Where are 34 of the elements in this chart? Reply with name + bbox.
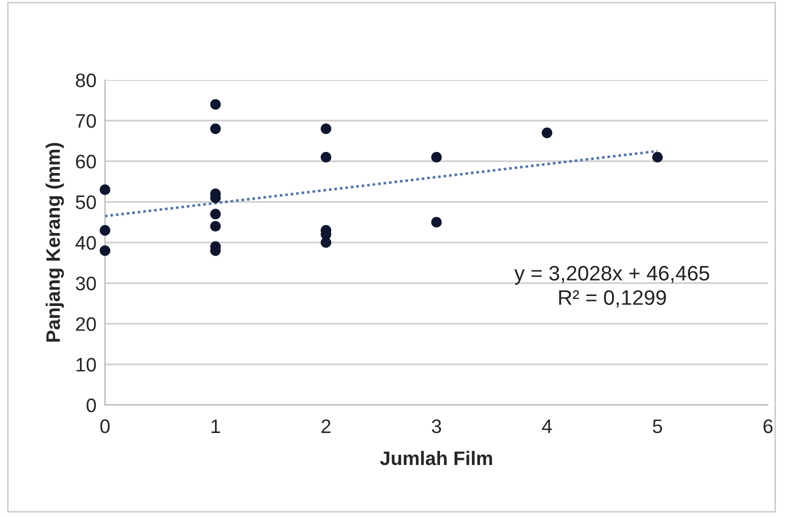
y-tick-label: 70 bbox=[76, 114, 96, 128]
y-tick-label: 0 bbox=[86, 398, 96, 412]
point bbox=[100, 225, 110, 236]
point bbox=[320, 237, 332, 248]
point bbox=[320, 123, 332, 134]
y-tick-label: 30 bbox=[76, 276, 96, 290]
x-tick-label: 1 bbox=[212, 420, 220, 433]
point bbox=[210, 123, 221, 134]
x-tick-label: 2 bbox=[322, 419, 330, 433]
y-tick-label: 60 bbox=[76, 154, 96, 168]
x-tick-label: 6 bbox=[764, 419, 773, 434]
point bbox=[210, 99, 221, 110]
y-tick-label: 80 bbox=[76, 73, 96, 88]
y-tick-label: 20 bbox=[76, 317, 96, 331]
annotation: R² = 0,1299 bbox=[559, 290, 666, 308]
point bbox=[100, 245, 110, 256]
y-axis-title: Panjang Kerang (mm) bbox=[46, 142, 64, 342]
annotation: y = 3,2028x + 46,465 bbox=[514, 266, 710, 285]
x-tick-label: 0 bbox=[100, 419, 110, 434]
point bbox=[431, 216, 442, 228]
y-tick-label: 50 bbox=[76, 195, 96, 210]
point bbox=[210, 220, 221, 232]
point bbox=[100, 184, 110, 195]
x-tick-label: 4 bbox=[542, 420, 552, 433]
point bbox=[542, 128, 552, 138]
x-tick-label: 5 bbox=[652, 420, 662, 434]
x-axis-title: Jumlah Film bbox=[380, 450, 492, 466]
x-tick-label: 3 bbox=[432, 419, 442, 434]
y-tick-label: 10 bbox=[76, 358, 96, 372]
y-tick-label: 40 bbox=[75, 236, 96, 250]
point bbox=[210, 208, 221, 220]
point bbox=[431, 152, 442, 162]
point bbox=[652, 152, 663, 162]
point bbox=[320, 152, 332, 162]
